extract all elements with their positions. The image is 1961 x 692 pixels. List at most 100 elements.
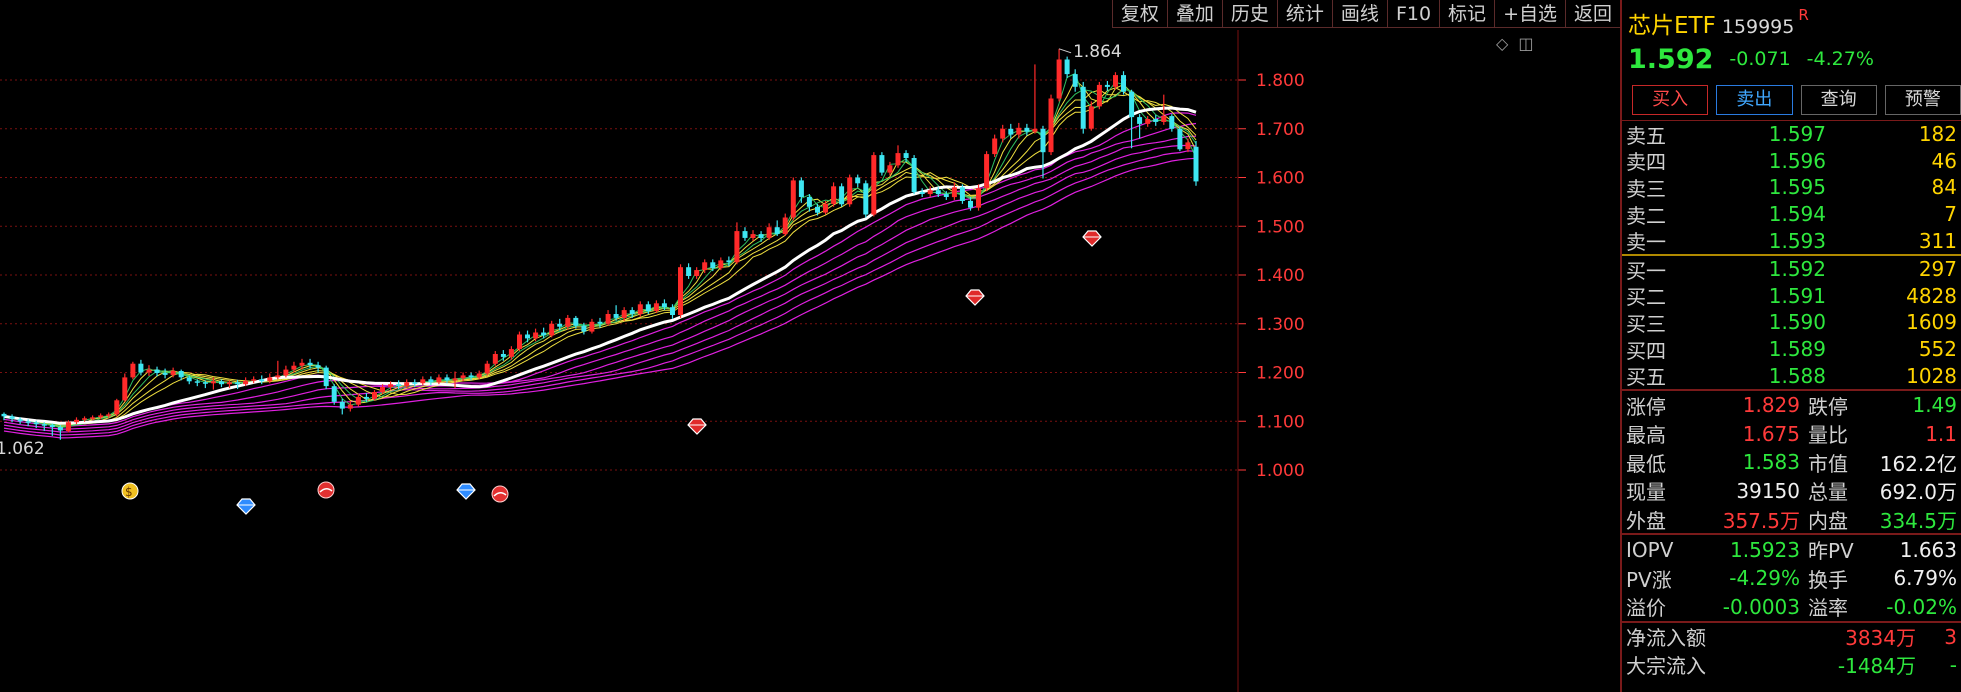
window-icon[interactable]: ◫ <box>1518 34 1534 53</box>
candle-body <box>782 217 788 235</box>
candle-body <box>122 377 128 401</box>
candle-body <box>331 386 337 402</box>
candle-body <box>1 413 7 417</box>
toolbar-mark-button[interactable]: 标记 <box>1439 0 1495 28</box>
candle-body <box>903 153 909 158</box>
candle-body <box>887 165 893 173</box>
candle-body <box>1072 74 1078 87</box>
candle-body <box>718 260 724 269</box>
candle-body <box>670 307 675 315</box>
candle-body <box>919 192 925 194</box>
candle-body <box>82 418 87 420</box>
query-button[interactable]: 查询 <box>1800 85 1877 115</box>
buy-button[interactable]: 买入 <box>1632 85 1709 115</box>
stat-row: IOPV 1.5923 昨PV 1.663 <box>1626 537 1957 564</box>
candle-body <box>420 379 426 384</box>
candle-body <box>1161 116 1167 122</box>
candle-body <box>355 396 361 405</box>
candle-body <box>1104 84 1110 87</box>
candle-body <box>219 381 224 385</box>
candle-body <box>589 321 595 332</box>
ma-ribbon-line <box>3 135 1197 430</box>
stats-section: 涨停 1.829 跌停 1.49 最高 1.675 量比 1.1 最低 1.583 市值 162.… <box>1622 388 1961 534</box>
candle-body <box>460 375 466 379</box>
candle-body <box>557 323 563 327</box>
candle-body <box>436 377 442 383</box>
candle-body <box>1064 59 1070 75</box>
candle-body <box>839 186 845 205</box>
ma-ribbon-line <box>3 150 1197 436</box>
candle-body <box>33 422 39 425</box>
quote-header: 芯片ETF 159995 R <box>1622 0 1961 39</box>
toolbar-fuquan-button[interactable]: 复权 <box>1111 0 1167 28</box>
quote-panel: 芯片ETF 159995 R 1.592 -0.071 -4.27% 买入 卖出… <box>1620 0 1961 692</box>
candle-body <box>702 262 708 271</box>
kline-chart-area[interactable]: 1.800 1.700 1.600 1.500 1.400 1.300 1.200 1.100… <box>0 0 1620 692</box>
bid-row: 买一 1.592 297 <box>1626 257 1957 283</box>
candle-body <box>363 396 369 399</box>
ask-row: 卖三 1.595 84 <box>1626 175 1957 201</box>
candle-body <box>1193 146 1199 182</box>
candle-body <box>1080 86 1086 129</box>
candle-body <box>943 194 949 197</box>
r-flag: R <box>1798 6 1809 24</box>
candle-body <box>315 365 321 368</box>
ma-ribbon-line <box>3 144 1197 433</box>
candle-body <box>227 382 232 385</box>
red-diamond-icon <box>1082 230 1102 247</box>
ma-ribbon-line <box>3 112 1197 424</box>
candle-body <box>976 188 981 208</box>
price-change: -0.071 <box>1729 48 1791 70</box>
candle-body <box>106 414 112 416</box>
candle-body <box>710 262 716 269</box>
kline-chart[interactable]: 1.800 1.700 1.600 1.500 1.400 1.300 1.200 1.100… <box>0 0 1620 692</box>
price-tick-label: 1.500 <box>1256 217 1305 237</box>
candle-body <box>412 382 418 384</box>
candle-body <box>742 231 748 238</box>
bid-book: 买一 1.592 297 买二 1.591 4828 买三 1.590 1609 买四 1.5… <box>1622 256 1961 389</box>
candle-body <box>1137 117 1143 124</box>
toolbar-stats-button[interactable]: 统计 <box>1276 0 1332 28</box>
candle-body <box>992 138 998 155</box>
candle-body <box>984 154 990 189</box>
price-tick-label: 1.100 <box>1256 412 1305 432</box>
candle-body <box>831 186 837 204</box>
toolbar-overlay-button[interactable]: 叠加 <box>1166 0 1222 28</box>
price-tick-label: 1.400 <box>1256 266 1305 286</box>
candle-body <box>927 190 933 195</box>
candle-body <box>637 304 643 315</box>
candle-body <box>597 321 603 324</box>
price-row: 1.592 -0.071 -4.27% <box>1622 38 1961 80</box>
candle-body <box>146 369 152 373</box>
candle-body <box>484 363 490 374</box>
toolbar-back-button[interactable]: 返回 <box>1564 0 1620 28</box>
price-tick-label: 1.000 <box>1256 461 1305 481</box>
candle-body <box>959 187 965 201</box>
price-tick-label: 1.200 <box>1256 364 1305 384</box>
candle-body <box>251 379 257 381</box>
candle-body <box>1048 98 1054 153</box>
candle-body <box>823 203 828 213</box>
fund-flow-section: 净流入额 3834万 3 大宗流入 -1484万 - <box>1622 620 1961 679</box>
candle-body <box>565 317 571 327</box>
toolbar-draw-button[interactable]: 画线 <box>1331 0 1387 28</box>
toolbar-history-button[interactable]: 历史 <box>1221 0 1277 28</box>
ask-row: 卖一 1.593 311 <box>1626 228 1957 255</box>
toolbar-add-watchlist-button[interactable]: +自选 <box>1494 0 1565 28</box>
alert-button[interactable]: 预警 <box>1884 85 1961 115</box>
sell-button[interactable]: 卖出 <box>1716 85 1793 115</box>
candle-body <box>806 197 812 207</box>
toolbar-f10-button[interactable]: F10 <box>1386 0 1440 28</box>
candle-body <box>1024 127 1030 132</box>
ask-book: 卖五 1.597 182 卖四 1.596 46 卖三 1.595 84 卖二 1.594 7 … <box>1622 121 1961 254</box>
candle-body <box>347 404 353 409</box>
candle-body <box>235 382 241 385</box>
candle-body <box>1185 142 1191 150</box>
diamond-outline-icon[interactable]: ◇ <box>1496 34 1509 53</box>
red-diamond-icon <box>687 418 707 435</box>
candle-body <box>114 400 120 415</box>
candle-body <box>90 417 96 419</box>
candle-body <box>339 401 345 409</box>
candle-body <box>1121 75 1126 92</box>
candle-body <box>291 365 297 370</box>
